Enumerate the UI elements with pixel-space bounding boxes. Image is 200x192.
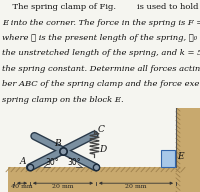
Text: 40 mm: 40 mm [11, 184, 33, 189]
Bar [8, 167, 192, 192]
Text: E into the corner. The force in the spring is F = k(ℓ – ℓ₀),: E into the corner. The force in the spri… [2, 19, 200, 27]
Text: B: B [54, 139, 61, 148]
Text: spring clamp on the block E.: spring clamp on the block E. [2, 96, 124, 103]
Text: 30°: 30° [67, 158, 81, 167]
Text: C: C [97, 125, 104, 134]
Bar [161, 150, 175, 167]
Text: the unstretched length of the spring, and k = 5000 N/m is: the unstretched length of the spring, an… [2, 50, 200, 57]
Text: ber ABC of the spring clamp and the force exerted by the: ber ABC of the spring clamp and the forc… [2, 80, 200, 88]
Text: 30°: 30° [45, 158, 59, 167]
Text: D: D [99, 145, 107, 154]
Text: 20 mm: 20 mm [52, 184, 74, 189]
Text: The spring clamp of Fig.        is used to hold block: The spring clamp of Fig. is used to hold… [2, 3, 200, 11]
Bar [176, 108, 200, 192]
Text: where ℓ is the present length of the spring, ℓ₀ = 15 mm is: where ℓ is the present length of the spr… [2, 34, 200, 42]
Text: the spring constant. Determine all forces acting on mem-: the spring constant. Determine all force… [2, 65, 200, 73]
Text: E: E [177, 151, 184, 161]
Text: 20 mm: 20 mm [125, 184, 147, 189]
Text: A: A [20, 157, 26, 166]
